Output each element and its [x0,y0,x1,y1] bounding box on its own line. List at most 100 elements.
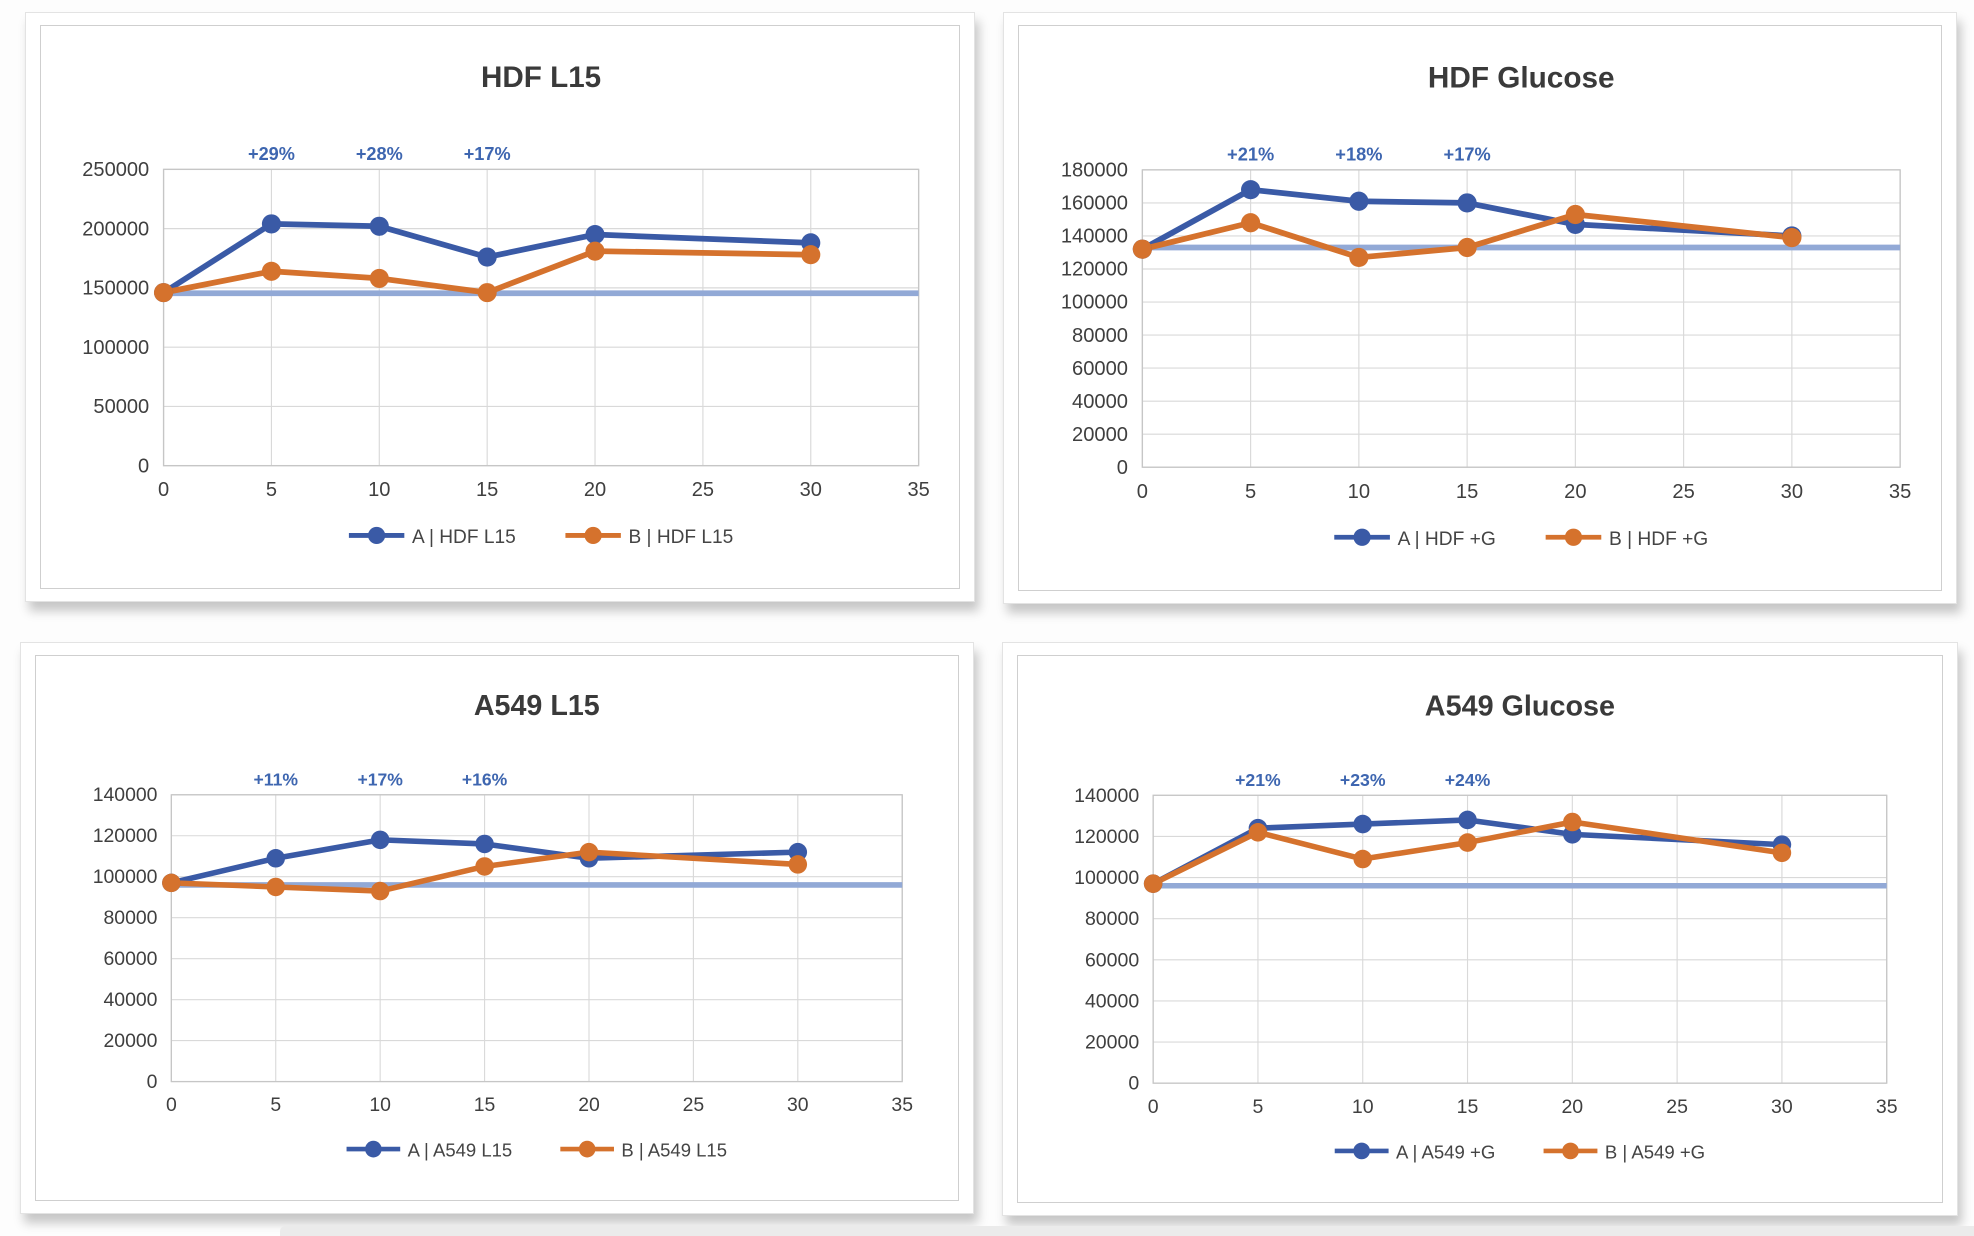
chart-card-hdf-glucose: HDF Glucose 0 20000 40000 60000 80000 100000 12… [1003,12,1957,604]
series-b-marker [1457,237,1477,258]
x-tick-label: 30 [1771,1096,1793,1118]
x-tick-label: 0 [1148,1096,1159,1118]
legend-label-a: A | HDF +G [1398,529,1496,550]
annotation-label: +29% [248,144,295,164]
y-tick-label: 60000 [1085,949,1139,971]
series-a-marker [261,214,281,234]
y-tick-label: 80000 [1072,325,1128,347]
annotation-label: +21% [1227,144,1274,164]
x-tick-label: 15 [474,1094,496,1116]
chart-a549-glucose: A549 Glucose 0 20000 40000 60000 80000 100000 1… [1074,690,1898,1162]
y-tick-label: 140000 [1074,785,1139,807]
y-tick-label: 150000 [82,278,149,300]
chart-a549-l15: A549 L15 0 20000 40000 60000 80000 100000 12000… [93,690,913,1161]
plot-border [170,794,903,1083]
annotation-label: +17% [1444,144,1491,164]
y-tick-label: 0 [147,1071,158,1093]
y-tick-label: 250000 [82,159,149,181]
plot-border [1141,169,1901,468]
annotation-label: +28% [356,144,403,164]
y-tick-label: 100000 [93,866,158,888]
legend-marker-b-icon [584,526,602,545]
legend-label-a: A | A549 L15 [408,1140,513,1161]
series-b-marker [1458,833,1477,852]
x-tick-label: 5 [1253,1096,1264,1118]
legend-marker-a-icon [1353,1142,1371,1160]
annotation-label: +16% [462,770,508,790]
series-b-marker [477,283,497,303]
x-tick-label: 10 [369,1094,391,1116]
series-b-marker [369,268,389,288]
y-tick-label: 0 [1128,1073,1139,1095]
plot-border [1152,794,1888,1084]
series-a-marker [1458,810,1477,830]
y-tick-label: 60000 [1072,358,1128,380]
y-tick-label: 100000 [1061,292,1128,314]
y-tick-label: 140000 [1061,226,1128,248]
chart-hdf-l15: HDF L15 0 50000 100000 150000 200000 250000 0 5 1… [82,61,930,548]
series-b-line [1150,819,1785,887]
legend-marker-b-icon [1562,1142,1579,1160]
x-tick-label: 25 [692,479,714,501]
y-tick-label: 100000 [82,337,149,359]
y-tick-label: 80000 [103,907,157,929]
legend-label-b: B | HDF +G [1609,529,1708,550]
annotation-label: +21% [1235,770,1281,790]
chart-title: A549 L15 [474,690,600,722]
series-b-marker [370,881,390,901]
next-page-edge [280,1226,1974,1236]
legend-label-b: B | A549 L15 [621,1140,727,1161]
series-b-marker [788,855,808,874]
y-tick-label: 20000 [1072,424,1128,446]
annotation-label: +17% [357,770,403,790]
legend: A | HDF +G B | HDF +G [1334,528,1708,550]
x-tick-label: 35 [907,479,929,501]
y-tick-label: 40000 [103,989,157,1011]
series-b-marker [154,283,174,303]
legend-marker-b-icon [578,1140,596,1158]
legend-marker-a-icon [1353,528,1371,546]
x-tick-label: 5 [1245,481,1256,503]
series-a-line [168,837,801,886]
series-a-marker [477,247,497,267]
y-tick-label: 20000 [1085,1032,1139,1054]
x-tick-label: 30 [800,479,822,501]
series-b-marker [1241,213,1261,233]
legend-marker-a-icon [368,526,386,545]
series-a-marker [370,830,390,850]
chart-hdf-glucose: HDF Glucose 0 20000 40000 60000 80000 100000 12… [1061,61,1911,550]
legend-label-b: B | HDF L15 [629,527,734,548]
series-b-marker [1782,228,1802,248]
series-b-marker [475,857,494,876]
legend-label-a: A | HDF L15 [412,527,516,548]
x-tick-label: 30 [1781,481,1803,503]
annotation-label: +17% [464,144,511,164]
x-tick-label: 0 [1137,481,1148,503]
series-b-marker [261,261,281,281]
series-b-marker [1349,247,1369,268]
x-tick-label: 20 [1564,481,1586,503]
y-tick-label: 200000 [82,218,149,240]
annotation-label: +18% [1335,144,1382,164]
chart-frame-hdf-l15: HDF L15 0 50000 100000 150000 200000 250000 0 5 1… [40,25,960,589]
y-tick-label: 0 [138,455,149,477]
x-tick-label: 15 [476,479,498,501]
legend-marker-a-icon [365,1140,382,1158]
series-b-line [160,248,814,296]
series-a-marker [369,216,389,236]
legend-marker-b-icon [1564,528,1583,546]
series-b-marker [1772,843,1792,863]
series-a-marker [1457,193,1477,213]
chart-title: HDF L15 [481,61,601,94]
chart-frame-hdf-glucose: HDF Glucose 0 20000 40000 60000 80000 100000 12… [1018,25,1942,591]
x-tick-label: 20 [1561,1096,1583,1118]
y-tick-label: 40000 [1085,990,1139,1012]
x-tick-label: 10 [368,479,390,501]
x-tick-label: 15 [1456,481,1478,503]
y-tick-label: 120000 [1074,826,1139,848]
legend: A | A549 L15 B | A549 L15 [346,1140,727,1161]
series-a-marker [585,224,605,245]
series-b-marker [585,241,605,261]
chart-frame-a549-glucose: A549 Glucose 0 20000 40000 60000 80000 100000 1… [1017,655,1943,1203]
